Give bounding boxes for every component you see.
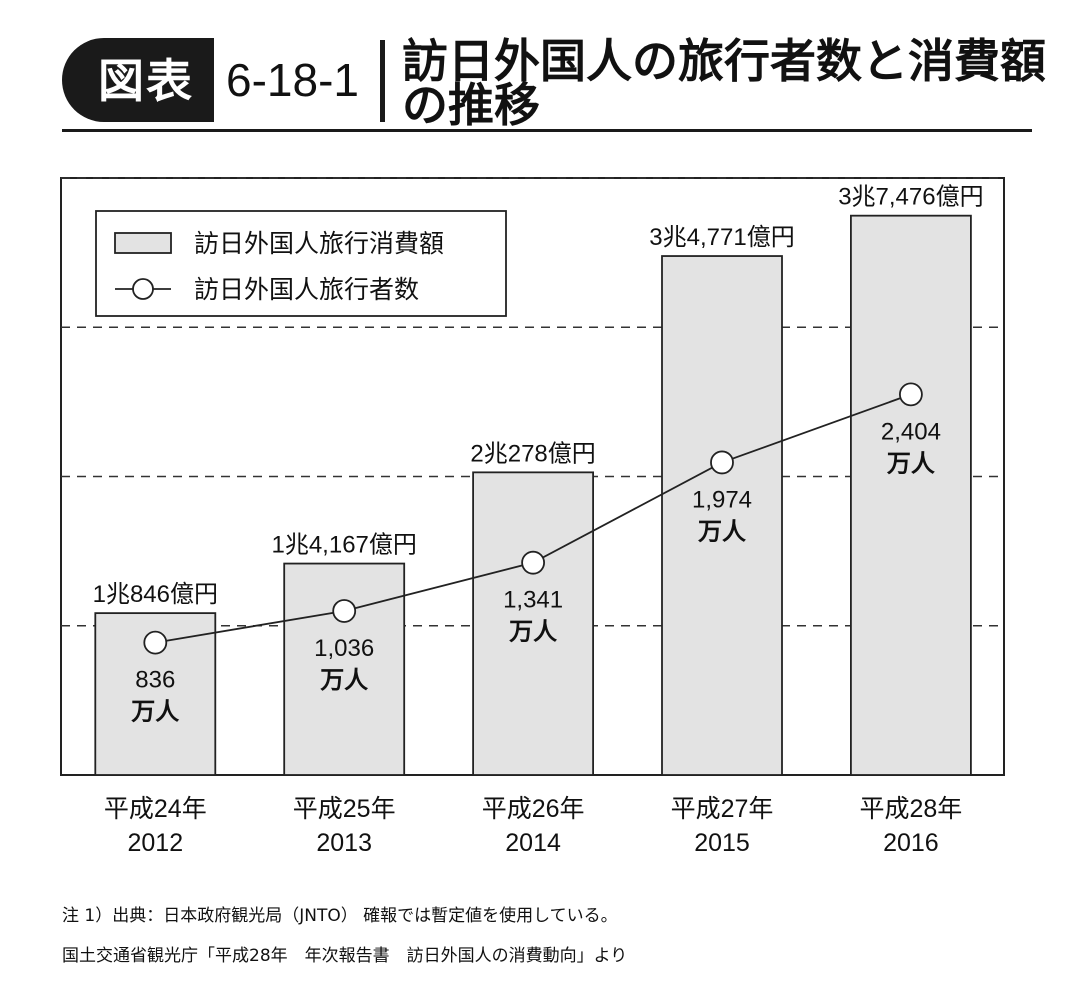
chart-title-line2: の推移 [402,78,540,132]
line-group: 836 万人 1,036 万人 1,341 万人 1,974 万人 2,404 万人 [131,382,941,726]
x-tick-label-year: 2016 [883,829,939,857]
header-rule [62,129,1032,132]
legend-bar-label: 訪日外国人旅行消費額 [194,230,444,258]
chart-title-line1: 訪日外国人の旅行者数と消費額 [402,34,1046,88]
line-value-label: 2,404 [881,418,941,445]
legend-bar-swatch [114,232,172,254]
line-value-unit: 万人 [887,450,935,477]
line-point [143,630,168,655]
bars-group: 1兆846億円 1兆4,167億円 2兆278億円 3兆4,771億円 3兆7,476億… [93,184,984,776]
line-point [710,450,734,475]
line-value-label: 836 [135,667,175,694]
x-tick-label-year: 2012 [127,829,183,857]
bar-value-label: 3兆4,771億円 [649,224,794,251]
x-tick-label-year: 2015 [694,829,750,857]
bar [850,214,972,776]
title-divider [380,40,385,122]
line-point [332,599,357,623]
bar-value-label: 1兆4,167億円 [271,532,416,559]
note-line2: 国土交通省観光庁「平成28年 年次報告書 訪日外国人の消費動向」より [62,946,628,966]
line-value-unit: 万人 [320,667,368,694]
line-value-label: 1,341 [503,587,563,614]
note-line1: 注 1）出典：日本政府観光局（JNTO） 確報では暫定値を使用している。 [62,906,618,926]
bar-value-label: 2兆278億円 [470,440,595,467]
bar-value-label: 1兆846億円 [93,581,218,608]
bar [283,562,406,776]
bar [472,471,595,776]
figure-number: 6-18-1 [226,54,359,106]
chart: 1兆846億円 1兆4,167億円 2兆278億円 3兆4,771億円 3兆7,476億… [60,177,1005,857]
x-tick-label-era: 平成28年 [859,795,962,823]
x-tick-label-era: 平成27年 [671,795,774,823]
x-tick-label-era: 平成26年 [482,795,585,823]
legend-line-label: 訪日外国人旅行者数 [194,276,419,304]
x-tick-label-era: 平成24年 [104,795,207,823]
figure-badge-label: 図表 [98,54,194,108]
line-value-unit: 万人 [131,699,179,726]
line-value-unit: 万人 [509,619,557,646]
x-axis-labels: 平成24年 2012 平成25年 2013 平成26年 2014 平成27年 2015 平成28… [104,795,962,857]
x-tick-label-year: 2013 [316,829,372,857]
bar-value-label: 3兆7,476億円 [838,184,983,211]
line-point [521,550,545,575]
line-value-label: 1,974 [692,486,752,513]
x-tick-label-era: 平成25年 [293,795,396,823]
line-point [899,382,923,407]
figure-badge [62,38,214,122]
legend-box [95,210,507,317]
x-tick-label-year: 2014 [505,829,561,857]
line-value-unit: 万人 [698,518,746,545]
line-value-label: 1,036 [314,635,374,662]
legend-line-marker [132,278,154,300]
bar [661,255,783,776]
